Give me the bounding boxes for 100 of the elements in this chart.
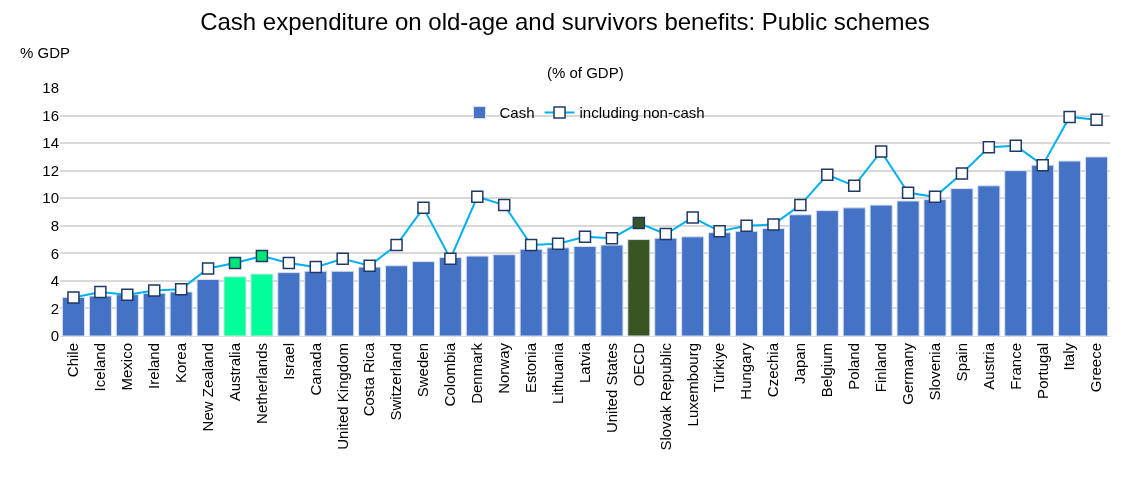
bar	[788, 214, 812, 336]
bar	[250, 273, 274, 336]
bar	[815, 210, 839, 336]
x-tick-label: Sweden	[414, 343, 432, 398]
bar	[411, 261, 435, 336]
x-tick-label: Lithuania	[548, 342, 566, 404]
x-tick-label: Luxembourg	[683, 343, 701, 427]
x-tick-label: Hungary	[737, 342, 755, 400]
x-tick-label: Chile	[64, 343, 82, 378]
y-tick-label: 18	[42, 79, 59, 97]
bar	[681, 236, 705, 336]
point	[740, 219, 753, 233]
point	[201, 262, 215, 275]
point	[255, 249, 269, 263]
y-tick-label: 16	[42, 106, 59, 124]
x-tick-label: Poland	[845, 343, 863, 390]
x-tick-label: Austria	[979, 342, 997, 390]
point	[309, 260, 323, 274]
y-tick-label: 12	[42, 161, 59, 179]
bar	[761, 228, 785, 336]
y-axis-title: % GDP	[20, 44, 71, 61]
bar	[223, 276, 247, 336]
point	[578, 230, 592, 244]
x-tick-label: Finland	[872, 343, 890, 393]
bar	[735, 230, 759, 336]
x-tick-label: OECD	[629, 342, 647, 387]
x-tick-label: Czechia	[764, 342, 782, 398]
point	[282, 256, 296, 270]
bar	[1058, 160, 1082, 336]
bar	[277, 272, 301, 336]
x-tick-label: Australia	[225, 342, 243, 402]
x-tick-label: Ireland	[145, 343, 163, 389]
x-tick-label: Israel	[279, 343, 297, 380]
bar	[627, 239, 651, 336]
point	[1009, 139, 1023, 153]
bar	[88, 295, 112, 336]
y-tick-label: 4	[50, 272, 59, 290]
bar	[708, 232, 732, 336]
x-tick-label: Switzerland	[387, 343, 405, 421]
bar	[438, 256, 462, 336]
bar	[950, 188, 974, 336]
point	[471, 190, 484, 204]
bar	[115, 294, 139, 336]
x-tick-label: France	[1006, 343, 1024, 390]
x-tick-label: Estonia	[522, 342, 540, 394]
point	[686, 211, 699, 224]
x-tick-label: Netherlands	[252, 343, 270, 424]
point	[1036, 158, 1049, 172]
x-tick-label: Latvia	[575, 342, 593, 384]
x-tick-label: United States	[602, 343, 620, 434]
bar	[492, 254, 516, 336]
point	[713, 225, 726, 238]
bar	[331, 270, 355, 336]
bar	[654, 237, 678, 336]
x-tick-label: Slovak Republic	[656, 342, 674, 451]
point	[821, 168, 834, 182]
x-tick-label: Costa Rica	[360, 342, 378, 417]
bar	[1004, 170, 1028, 336]
chart-subtitle: (% of GDP)	[547, 64, 624, 81]
x-tick-label: Mexico	[118, 343, 136, 391]
bar	[196, 279, 220, 336]
point	[121, 288, 134, 301]
point	[417, 201, 430, 215]
bar	[842, 207, 866, 336]
bar	[1031, 164, 1055, 336]
point	[632, 216, 646, 230]
point	[363, 259, 376, 272]
point	[390, 238, 403, 252]
bar	[519, 248, 543, 336]
bar	[923, 199, 947, 336]
bar	[385, 265, 409, 336]
point	[794, 198, 807, 212]
x-tick-label: Korea	[172, 342, 190, 384]
point	[955, 167, 969, 180]
x-tick-label: Canada	[306, 342, 324, 396]
x-tick-label: Iceland	[91, 343, 109, 392]
point	[605, 231, 619, 245]
point	[874, 145, 888, 158]
point	[174, 282, 188, 296]
point	[901, 186, 915, 199]
legend-label: Cash	[499, 104, 535, 122]
bar	[546, 247, 570, 336]
bar	[142, 292, 166, 336]
point	[94, 285, 107, 299]
x-tick-label: United Kingdom	[333, 343, 351, 450]
point	[847, 179, 861, 193]
point	[336, 252, 349, 266]
point	[767, 218, 780, 231]
y-tick-label: 6	[50, 244, 59, 262]
bar	[869, 204, 893, 336]
legend-label: including non-cash	[579, 104, 705, 122]
point	[497, 198, 511, 212]
bar	[169, 291, 193, 336]
x-tick-label: Germany	[898, 342, 916, 405]
x-tick-label: Colombia	[441, 342, 459, 407]
bar	[600, 244, 624, 336]
x-tick-label: Japan	[791, 343, 809, 384]
x-tick-label: Türkiye	[710, 343, 728, 393]
x-tick-label: Portugal	[1033, 343, 1051, 399]
bar	[1085, 156, 1109, 336]
